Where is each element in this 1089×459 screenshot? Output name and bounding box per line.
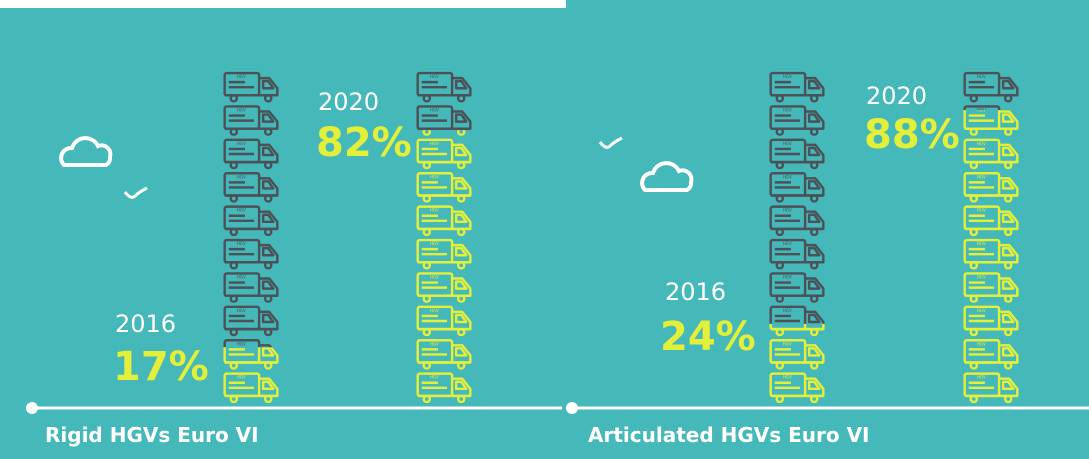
panel-title: Rigid HGVs Euro VI — [45, 423, 259, 447]
baseline-dot — [26, 402, 38, 414]
highlighted-trucks — [415, 130, 473, 404]
panel-title: Articulated HGVs Euro VI — [588, 423, 870, 447]
year-label: 2016 — [115, 310, 176, 338]
year-label: 2020 — [318, 88, 379, 116]
baseline-dot — [566, 402, 578, 414]
cloud — [59, 136, 113, 167]
percent-label: 82% — [316, 120, 412, 166]
year-label: 2016 — [665, 278, 726, 306]
cloud — [640, 161, 694, 192]
bird — [598, 136, 623, 149]
year-label: 2020 — [866, 82, 927, 110]
top-strip — [0, 0, 566, 8]
bird — [123, 186, 148, 199]
highlighted-trucks — [962, 110, 1020, 404]
highlighted-trucks — [222, 347, 280, 404]
highlighted-trucks — [768, 323, 826, 404]
percent-label: 24% — [660, 314, 756, 360]
clip-bg — [222, 347, 280, 404]
percent-label: 17% — [113, 344, 209, 390]
percent-label: 88% — [864, 112, 960, 158]
